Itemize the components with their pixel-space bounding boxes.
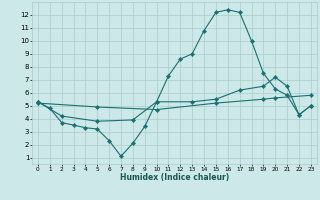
X-axis label: Humidex (Indice chaleur): Humidex (Indice chaleur) — [120, 173, 229, 182]
